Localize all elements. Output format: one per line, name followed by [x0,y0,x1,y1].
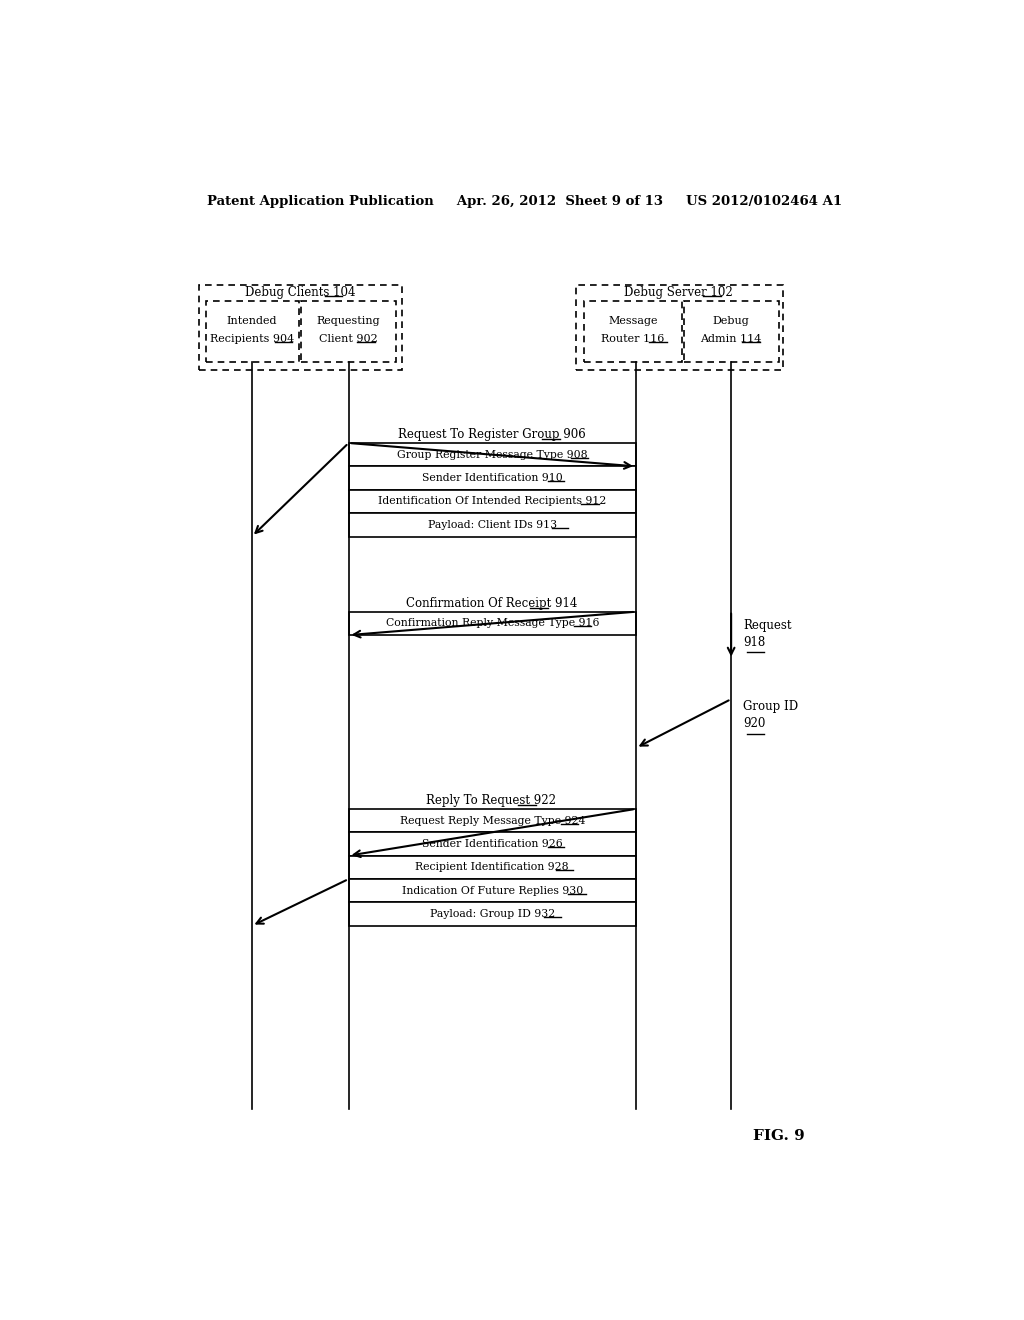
Text: Request
918: Request 918 [743,619,792,649]
Text: Router 116: Router 116 [601,334,665,345]
Bar [348,513,636,536]
Text: Request To Register Group 906: Request To Register Group 906 [397,429,586,441]
Text: Sender Identification 926: Sender Identification 926 [422,840,562,849]
Bar [348,611,636,635]
Text: Sender Identification 910: Sender Identification 910 [422,473,562,483]
Bar [348,833,636,855]
Bar [684,301,778,362]
Text: Patent Application Publication     Apr. 26, 2012  Sheet 9 of 13     US 2012/0102: Patent Application Publication Apr. 26, … [207,194,843,207]
Text: Client 902: Client 902 [319,334,378,345]
Bar [200,285,401,370]
Bar [348,466,636,490]
Text: Request Reply Message Type 924: Request Reply Message Type 924 [399,816,585,825]
Bar [348,490,636,513]
Text: Confirmation Of Receipt 914: Confirmation Of Receipt 914 [406,597,578,610]
Text: Recipients 904: Recipients 904 [210,334,294,345]
Bar [348,903,636,925]
Text: Payload: Group ID 932: Payload: Group ID 932 [430,909,555,919]
Text: Debug: Debug [713,315,750,326]
Text: Requesting: Requesting [316,315,381,326]
Text: Identification Of Intended Recipients 912: Identification Of Intended Recipients 91… [378,496,606,507]
Text: Message: Message [608,315,657,326]
Bar [348,855,636,879]
Bar [348,444,636,466]
Bar [585,301,682,362]
Text: Group ID
920: Group ID 920 [743,701,798,730]
Text: Recipient Identification 928: Recipient Identification 928 [416,862,569,873]
Text: Reply To Request 922: Reply To Request 922 [426,795,556,808]
Text: Debug Server 102: Debug Server 102 [625,286,733,300]
Bar [301,301,396,362]
Text: Intended: Intended [226,315,278,326]
Bar [348,809,636,833]
Text: Payload: Client IDs 913: Payload: Client IDs 913 [428,520,557,529]
Bar [348,879,636,903]
Text: Indication Of Future Replies 930: Indication Of Future Replies 930 [401,886,583,896]
Bar [577,285,782,370]
Text: Debug Clients 104: Debug Clients 104 [245,286,355,300]
Text: Admin 114: Admin 114 [700,334,762,345]
Text: FIG. 9: FIG. 9 [753,1129,805,1143]
Text: Group Register Message Type 908: Group Register Message Type 908 [397,450,588,459]
Bar [206,301,299,362]
Text: Confirmation Reply Message Type 916: Confirmation Reply Message Type 916 [385,618,599,628]
